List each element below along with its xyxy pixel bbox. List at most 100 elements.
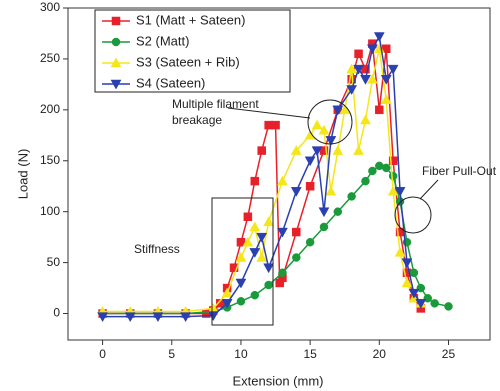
marker [360,75,371,85]
pullout-circle [394,196,432,234]
marker [401,277,413,288]
marker [409,268,419,278]
y-tick-label: 200 [40,102,60,116]
marker [305,181,315,191]
breakage-circle [307,99,353,145]
marker [319,222,329,232]
annotation: Fiber Pull-Out [422,164,497,178]
marker [242,236,254,247]
marker [325,185,337,196]
marker [368,166,377,176]
legend-label: S1 (Matt + Sateen) [136,12,245,27]
marker [207,311,219,322]
series [97,32,427,323]
x-tick-label: 15 [303,347,317,361]
y-tick-label: 0 [53,306,60,320]
y-tick-label: 250 [40,51,60,65]
legend-label: S3 (Sateen + Rib) [136,54,240,69]
marker [110,57,122,68]
marker [366,44,378,55]
marker [292,253,301,262]
marker [277,175,288,186]
marker [229,263,239,272]
x-tick-label: 5 [168,347,175,361]
marker [388,171,398,181]
marker [394,246,406,257]
marker [249,221,261,232]
marker [373,32,385,43]
marker [332,105,344,116]
marker [354,49,363,59]
marker [152,312,164,323]
marker [387,185,399,196]
marker [235,278,247,289]
x-tick-label: 20 [373,347,387,361]
y-tick-label: 300 [40,0,60,14]
marker [361,176,370,186]
marker [257,146,266,155]
marker [380,75,392,85]
marker [346,63,358,74]
marker [249,248,261,258]
marker [347,192,356,201]
marker [375,105,384,115]
marker [250,290,260,300]
marker [290,145,302,155]
legend-label: S2 (Matt) [136,33,189,48]
marker [290,187,302,197]
marker [430,299,439,308]
marker [346,85,358,95]
marker [318,207,330,218]
annotation: Stiffness [134,242,180,256]
marker [111,16,121,26]
marker [332,145,344,155]
marker [394,187,406,197]
marker [423,293,432,303]
marker [408,288,420,299]
legend-frame [94,9,291,93]
breakage-pointer [227,107,311,119]
y-tick-label: 100 [40,204,60,218]
marker [221,299,233,309]
marker [353,64,364,75]
x-axis-label: Extension (mm) [232,373,323,388]
marker [333,207,343,216]
plot-frame [67,7,491,341]
marker [271,120,280,130]
stiffness-box [211,197,274,326]
pullout-pointer [419,179,439,200]
marker [305,237,315,247]
marker [243,212,253,222]
marker [339,104,351,115]
y-tick-label: 150 [40,153,60,167]
marker [235,251,247,262]
marker [110,79,122,90]
marker [256,232,268,243]
marker [416,283,426,293]
legend-label: S4 (Sateen) [136,75,205,90]
marker [311,146,323,157]
marker [277,227,288,238]
marker [263,263,275,274]
marker [180,312,192,323]
marker [278,268,287,278]
annotation: breakage [172,113,222,127]
marker [415,299,427,309]
marker [263,216,275,227]
marker [360,114,371,125]
marker [318,124,330,135]
marker [380,94,392,104]
marker [124,312,136,323]
marker [387,64,399,75]
marker [444,302,453,311]
marker [97,312,109,323]
annotation: Multiple filament [172,97,259,111]
x-tick-label: 0 [99,347,106,361]
marker [388,156,398,166]
marker [353,145,364,155]
marker [221,287,233,298]
marker [381,163,391,173]
marker [264,280,273,290]
